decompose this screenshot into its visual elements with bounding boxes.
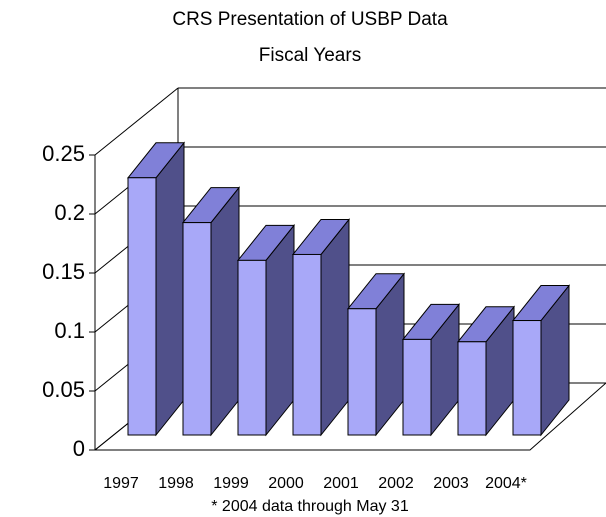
x-tick-label: 2002 xyxy=(378,475,414,492)
x-tick-label: 2003 xyxy=(433,475,469,492)
y-tick-label: 0.1 xyxy=(54,318,85,343)
bar xyxy=(182,222,212,436)
bar-side xyxy=(155,141,185,437)
x-tick-label: 1998 xyxy=(158,475,194,492)
bar xyxy=(347,308,377,436)
chart-subtitle: Fiscal Years xyxy=(259,45,361,66)
bar xyxy=(512,320,542,436)
grid-line xyxy=(94,87,179,156)
bar xyxy=(292,253,322,436)
bar xyxy=(457,341,487,436)
bar-side xyxy=(210,186,240,437)
x-tick-label: 2000 xyxy=(268,475,304,492)
y-tick-label: 0.15 xyxy=(42,259,85,284)
footnote: * 2004 data through May 31 xyxy=(211,498,409,515)
x-tick-label: 1997 xyxy=(103,475,139,492)
bar-side xyxy=(320,218,350,437)
bar xyxy=(127,177,157,436)
y-tick-label: 0.2 xyxy=(54,200,85,225)
bar xyxy=(402,338,432,436)
y-tick-label: 0 xyxy=(73,436,85,461)
bar xyxy=(237,259,267,436)
y-tick-label: 0.05 xyxy=(42,377,85,402)
x-tick-label: 2001 xyxy=(323,475,359,492)
x-tick-label: 2004* xyxy=(485,475,527,492)
chart-title: CRS Presentation of USBP Data xyxy=(172,9,448,30)
x-tick-label: 1999 xyxy=(213,475,249,492)
y-tick-label: 0.25 xyxy=(42,141,85,166)
bar-side xyxy=(265,223,295,437)
